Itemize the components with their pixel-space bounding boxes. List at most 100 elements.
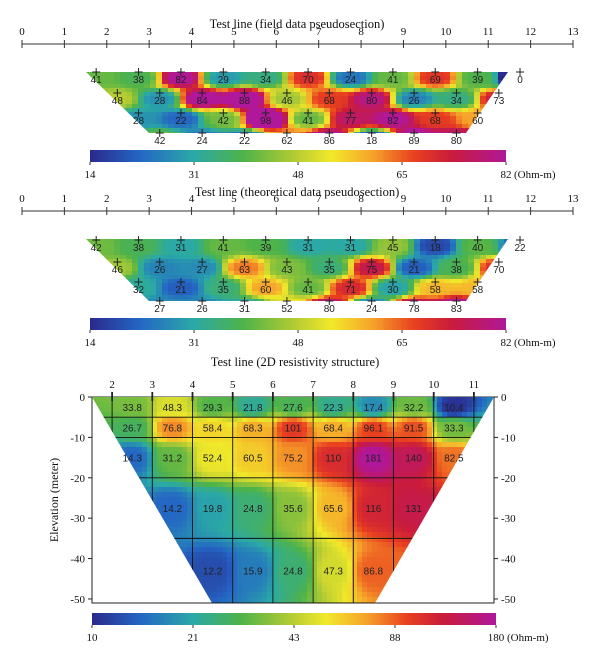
data-label: 24 [197,136,209,147]
heat-cell [382,437,388,443]
heat-cell [297,472,303,478]
heat-cell [417,527,423,533]
heat-cell [422,492,428,498]
heat-cell [192,402,198,408]
heat-cell [202,492,208,498]
heat-cell [258,120,265,125]
data-label: 42 [91,243,103,254]
heat-cell [204,104,211,109]
heat-cell [367,407,373,413]
heat-cell [137,417,143,423]
heat-cell [292,472,298,478]
heat-cell [487,402,493,408]
heat-cell [282,92,289,97]
heat-cell [357,507,363,513]
heat-cell [317,452,323,458]
heat-cell [462,467,468,473]
heat-cell [480,132,487,133]
heat-cell [182,497,188,503]
heat-cell [427,502,433,508]
heat-cell [402,482,408,488]
heat-cell [207,472,213,478]
x-tick-label: 2 [104,26,110,38]
heat-cell [102,239,109,244]
heat-cell [282,432,288,438]
heat-cell [204,112,211,117]
heat-cell [212,442,218,448]
heat-cell [156,72,163,77]
heat-cell [482,422,488,428]
heat-cell [468,128,475,133]
heat-cell [202,512,208,518]
electrode-marker [176,236,185,244]
heat-cell [114,120,121,125]
heat-cell [150,88,157,93]
heat-cell [90,279,97,284]
heat-cell [270,132,277,133]
heat-cell [162,397,168,403]
heat-cell [187,497,193,503]
heat-cell [487,462,493,468]
heat-cell [360,120,367,125]
heat-cell [222,487,228,493]
heat-cell [332,507,338,513]
heat-cell [232,422,238,428]
heat-cell [307,477,313,483]
heat-cell [252,412,258,418]
heat-cell [347,472,353,478]
heat-cell [270,84,277,89]
heat-cell [102,502,108,508]
heat-cell [367,467,373,473]
heat-cell [417,522,423,528]
heat-cell [102,72,109,77]
heat-cell [352,402,358,408]
heat-cell [237,517,243,523]
heat-cell [216,96,223,101]
heat-cell [144,263,151,268]
heat-cell [217,507,223,513]
heat-cell [498,247,505,252]
heat-cell [262,457,268,463]
data-label: 0 [517,75,523,86]
heat-cell [172,482,178,488]
heat-cell [510,108,516,112]
heat-cell [162,116,169,121]
heat-cell [378,283,385,288]
heat-cell [102,407,108,413]
colorbar-tick-label: 48 [293,337,305,349]
heat-cell [302,487,308,493]
heat-cell [132,427,138,433]
heat-cell [462,422,468,428]
heat-cell [306,108,313,113]
heat-cell [282,84,289,89]
heat-cell [240,291,247,296]
heat-cell [472,502,478,508]
heat-cell [272,397,278,403]
heat-cell [204,255,211,260]
heat-cell [168,291,175,296]
heat-cell [167,472,173,478]
heat-cell [322,427,328,433]
heat-cell [457,507,463,513]
heat-cell [267,482,273,488]
heat-cell [297,492,303,498]
heat-cell [477,477,483,483]
heat-cell [210,96,217,101]
heat-cell [377,512,383,518]
heat-cell [204,299,211,301]
heat-cell [262,537,268,543]
heat-cell [330,271,337,276]
heat-cell [167,417,173,423]
heat-cell [306,100,313,105]
heat-cell [420,279,427,284]
heat-cell [294,128,301,133]
heat-cell [384,247,391,252]
heat-cell [172,402,178,408]
heat-cell [337,502,343,508]
heat-cell [468,100,475,105]
heat-cell [192,132,199,133]
heat-cell [122,492,128,498]
heat-cell [156,128,163,133]
heat-cell [157,452,163,458]
heat-cell [182,527,188,533]
